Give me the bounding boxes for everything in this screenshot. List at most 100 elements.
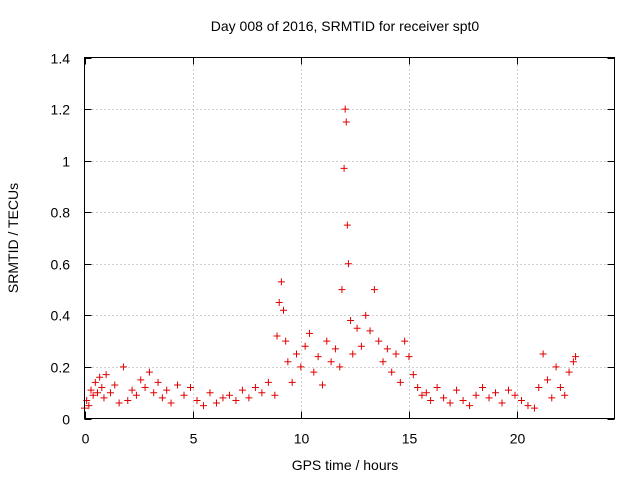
data-point <box>565 368 573 376</box>
data-point <box>251 384 259 392</box>
data-point <box>301 342 309 350</box>
data-point <box>327 358 335 366</box>
data-point <box>362 311 370 319</box>
data-point <box>336 363 344 371</box>
data-point <box>505 386 512 394</box>
x-tick-label: 0 <box>82 431 90 447</box>
data-point <box>124 396 132 404</box>
data-point <box>479 384 487 392</box>
data-point <box>446 399 454 407</box>
data-point <box>338 286 346 294</box>
data-point <box>238 386 246 394</box>
data-point <box>297 363 305 371</box>
y-tick-label: 1.2 <box>51 102 71 118</box>
data-point <box>375 337 383 345</box>
data-point <box>556 384 564 392</box>
data-point <box>353 324 361 332</box>
data-point <box>401 337 409 345</box>
data-point <box>100 394 108 402</box>
data-point <box>102 371 110 379</box>
data-point <box>310 368 318 376</box>
data-point <box>85 402 93 410</box>
data-point <box>87 386 95 394</box>
data-point <box>314 353 322 361</box>
data-point <box>349 350 357 358</box>
data-point <box>396 378 404 386</box>
data-point <box>154 378 162 386</box>
data-point <box>498 399 506 407</box>
y-tick-label: 0.6 <box>51 257 71 273</box>
data-point <box>305 329 313 337</box>
data-point <box>440 394 448 402</box>
data-point <box>405 353 413 361</box>
data-point <box>343 221 351 229</box>
data-point <box>232 396 240 404</box>
gridlines <box>84 57 615 419</box>
data-point <box>318 381 326 389</box>
data-point <box>539 350 547 358</box>
data-point <box>225 391 233 399</box>
data-point <box>96 373 104 381</box>
chart-title: Day 008 of 2016, SRMTID for receiver spt… <box>211 18 480 34</box>
data-point <box>180 391 188 399</box>
data-point <box>340 164 348 172</box>
x-tick-label: 10 <box>294 431 310 447</box>
data-point <box>342 118 350 126</box>
data-point <box>277 278 285 286</box>
data-point <box>366 327 374 335</box>
data-point <box>383 345 391 353</box>
data-point <box>264 378 272 386</box>
data-point <box>158 394 166 402</box>
data-point <box>293 350 300 358</box>
data-point <box>418 391 426 399</box>
data-point <box>245 394 253 402</box>
data-point <box>572 353 580 361</box>
data-point <box>280 306 288 314</box>
data-point <box>530 404 538 412</box>
data-point <box>115 399 123 407</box>
data-point <box>466 402 474 410</box>
data-point <box>414 384 422 392</box>
data-point <box>271 391 279 399</box>
data-point <box>511 391 519 399</box>
data-point <box>128 386 136 394</box>
y-tick-label: 1 <box>62 154 70 170</box>
data-point <box>422 389 430 397</box>
plot-frame <box>84 57 615 419</box>
data-point <box>275 298 283 306</box>
data-point <box>132 391 140 399</box>
y-axis-label: SRMTID / TECUs <box>5 183 21 293</box>
data-point <box>357 342 365 350</box>
data-point <box>111 381 119 389</box>
data-point <box>517 396 525 404</box>
axis-ticks <box>84 57 615 420</box>
y-tick-label: 0.2 <box>51 360 71 376</box>
data-point <box>119 363 127 371</box>
data-point <box>524 402 532 410</box>
data-point <box>561 391 569 399</box>
data-point <box>199 402 207 410</box>
data-point <box>141 384 149 392</box>
data-point <box>163 386 171 394</box>
data-point <box>427 396 435 404</box>
y-tick-label: 0 <box>62 412 70 428</box>
data-point <box>174 381 182 389</box>
data-point <box>167 399 175 407</box>
data-point <box>91 378 99 386</box>
data-point <box>492 389 500 397</box>
data-point <box>206 389 214 397</box>
data-point <box>472 391 480 399</box>
data-point <box>459 396 467 404</box>
data-point <box>388 368 396 376</box>
data-point <box>552 363 560 371</box>
data-point <box>150 389 158 397</box>
data-point <box>409 371 417 379</box>
data-point <box>187 384 194 392</box>
data-point <box>323 337 331 345</box>
data-point <box>93 389 101 397</box>
data-point <box>569 358 577 366</box>
data-point <box>193 396 201 404</box>
data-point <box>433 384 441 392</box>
y-tick-label: 0.8 <box>51 205 71 221</box>
